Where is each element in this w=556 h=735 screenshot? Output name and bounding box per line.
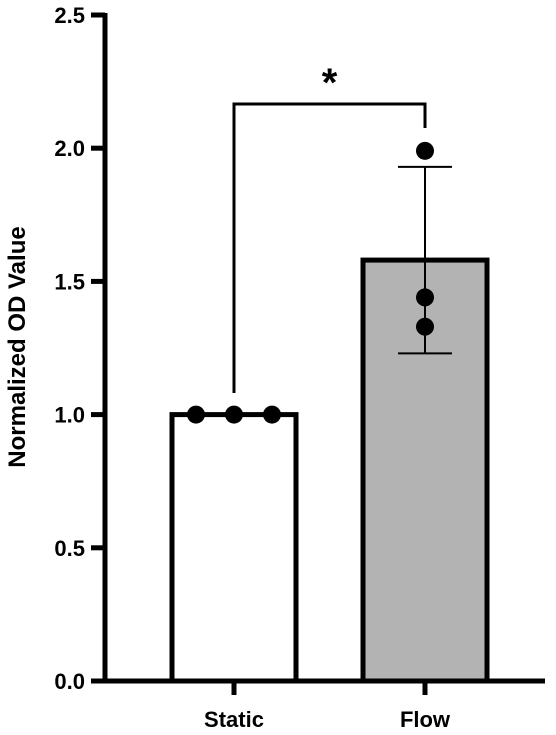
data-points (187, 141, 434, 424)
data-point (416, 317, 434, 336)
y-tick-label: 2.5 (54, 3, 85, 28)
data-point (187, 405, 205, 424)
x-tick-label: Static (204, 707, 264, 732)
significance-label: * (322, 61, 338, 105)
y-axis-title: Normalized OD Value (4, 226, 31, 467)
bar-static (169, 412, 299, 684)
x-axis: Static Flow (103, 678, 545, 732)
data-point (263, 405, 281, 424)
y-tick-label: 1.5 (54, 269, 85, 294)
data-point (416, 141, 434, 160)
bars (169, 257, 490, 684)
significance-line (232, 102, 427, 393)
data-point (416, 288, 434, 307)
x-tick-label: Flow (400, 707, 451, 732)
y-tick-label: 1.0 (54, 403, 85, 428)
significance-bracket: * (232, 61, 427, 393)
y-axis: 0.0 0.5 1.0 1.5 2.0 2.5 (54, 3, 108, 694)
y-tick-label: 0.0 (54, 669, 85, 694)
y-tick-label: 2.0 (54, 136, 85, 161)
y-tick-label: 0.5 (54, 536, 85, 561)
data-point (225, 405, 243, 424)
